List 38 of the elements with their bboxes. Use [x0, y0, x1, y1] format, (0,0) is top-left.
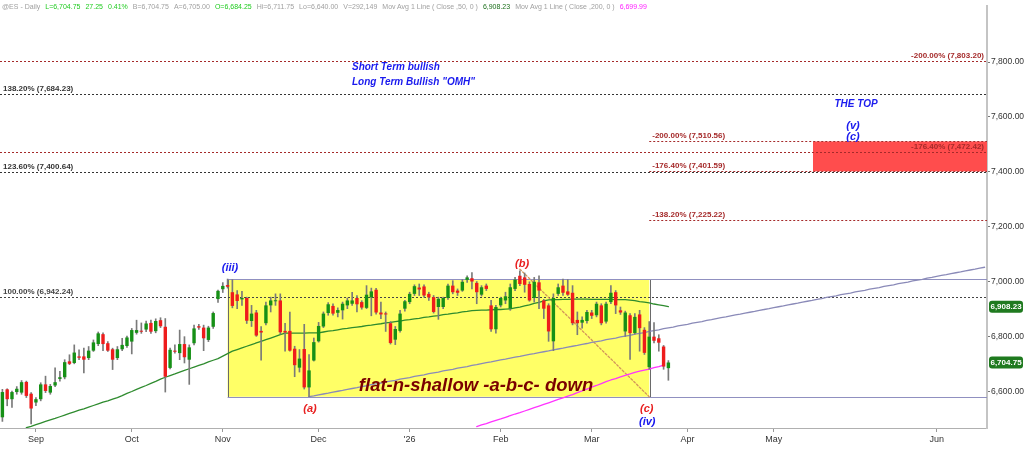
annotation: Long Term Bullish "OMH" — [351, 75, 476, 87]
y-tick-label: 7,600.00 — [991, 111, 1024, 122]
y-tick-label: 6,600.00 — [991, 385, 1024, 396]
x-tick-label: Oct — [124, 433, 140, 444]
x-tick-label: Nov — [214, 433, 232, 444]
annotation: Short Term bullish — [351, 60, 440, 72]
annotation: THE TOP — [834, 98, 878, 110]
x-tick-label: Mar — [583, 433, 600, 444]
annotation: (c) — [846, 130, 861, 143]
ref-line-label: -200.00% (7,510.56) — [652, 131, 726, 141]
ref-line-label: 138.20% (7,684.23) — [3, 84, 74, 94]
ref-line-label: -176.40% (7,401.59) — [652, 161, 726, 171]
annotation: flat-n-shallow -a-b-c- down — [358, 373, 594, 395]
annotation: (a) — [303, 402, 318, 414]
annotation: (v) — [846, 119, 861, 132]
x-tick-label: Dec — [310, 433, 328, 444]
y-tick-label: 7,200.00 — [991, 220, 1024, 231]
x-tick-label: Apr — [680, 433, 695, 444]
ref-line-label: -176.40% (7,472.42) — [911, 142, 985, 152]
ref-line-label: 100.00% (6,942.24) — [3, 287, 74, 297]
y-tick-label: 7,000.00 — [991, 275, 1024, 286]
annotation: (b) — [515, 257, 530, 270]
y-tick-label: 7,400.00 — [991, 166, 1024, 177]
x-tick-label: '26 — [403, 433, 416, 444]
x-tick-label: May — [765, 433, 783, 444]
ref-line-label: -200.00% (7,803.20) — [911, 51, 985, 61]
ref-line-label: -138.20% (7,225.22) — [652, 210, 726, 220]
y-tick-label: 7,800.00 — [991, 56, 1024, 67]
annotation: (iv) — [639, 415, 656, 428]
x-tick-label: Sep — [27, 433, 44, 444]
text: 6,704.75 — [990, 358, 1023, 368]
text: 6,908.23 — [990, 302, 1023, 312]
x-tick-label: Feb — [492, 433, 509, 444]
y-tick-label: 6,800.00 — [991, 330, 1024, 341]
annotation: (iii) — [221, 261, 239, 274]
x-tick-label: Jun — [929, 433, 944, 444]
ref-line-label: 123.60% (7,400.64) — [3, 162, 74, 172]
annotation: (c) — [639, 402, 654, 414]
